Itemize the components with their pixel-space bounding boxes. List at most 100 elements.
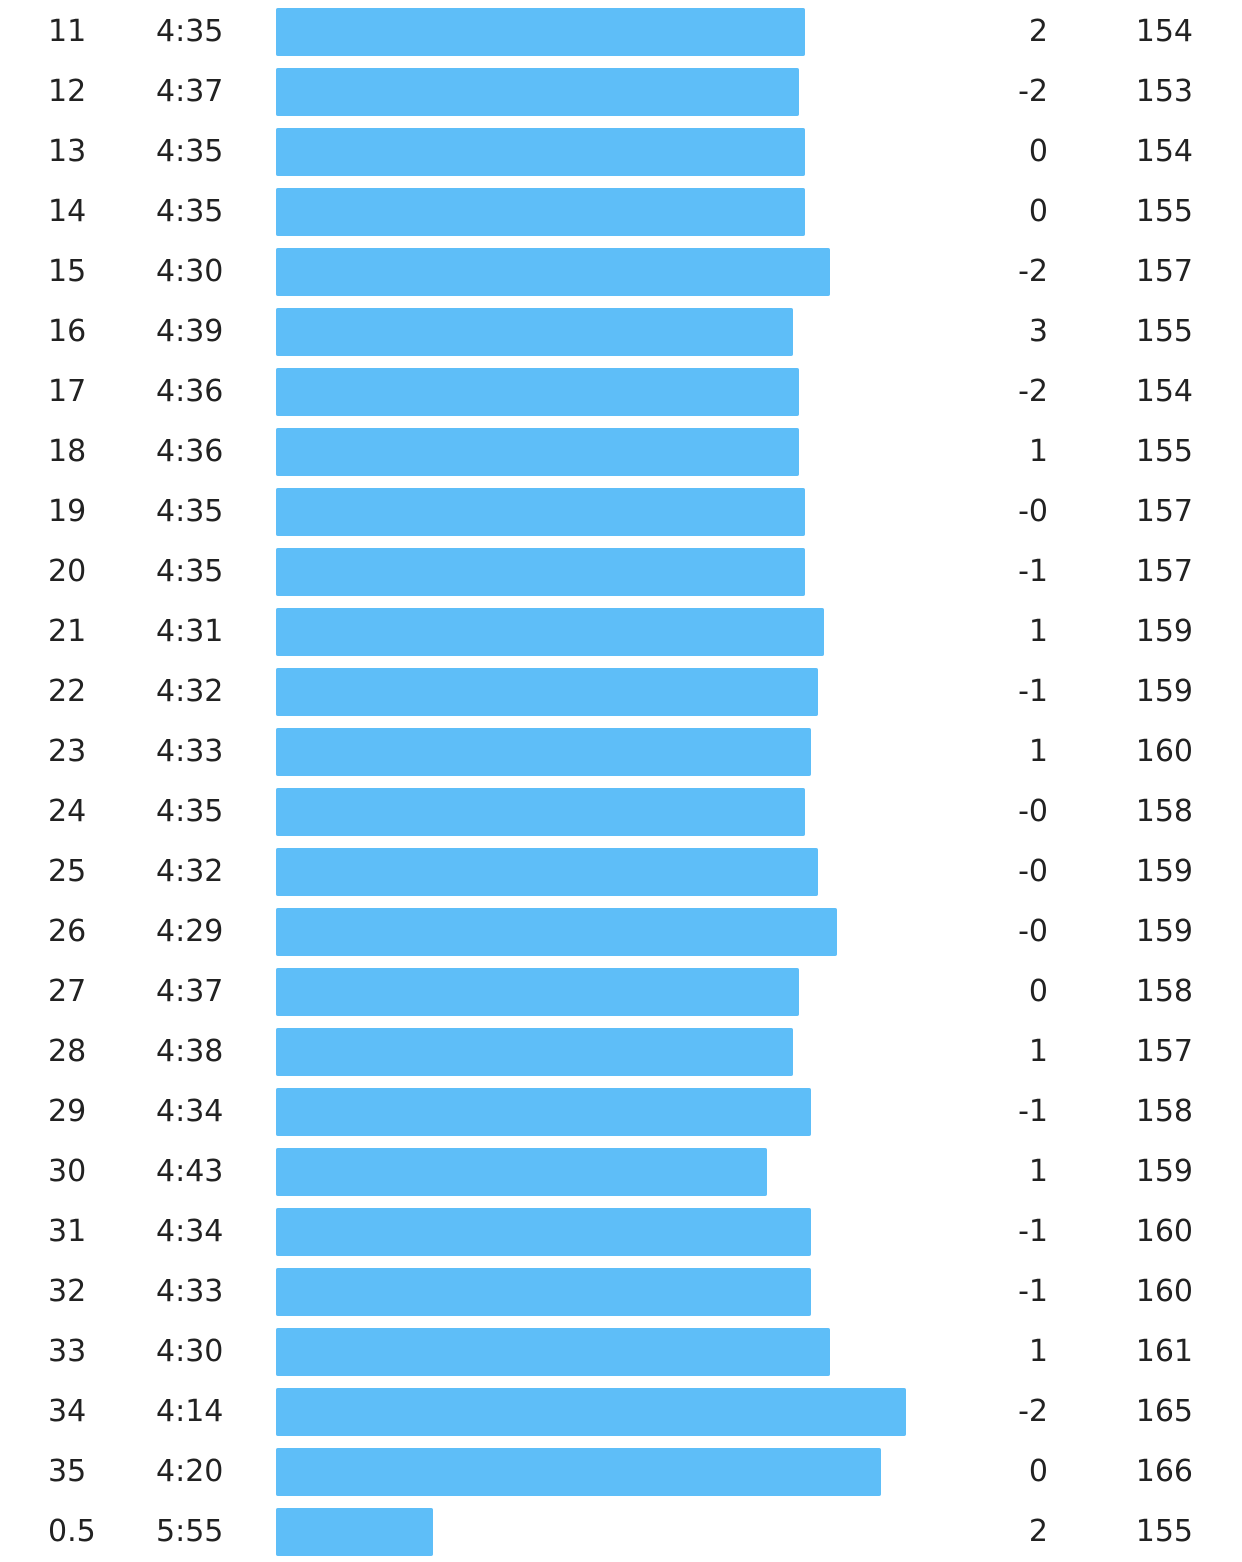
split-row[interactable]: 22 4:32 -1 159 — [0, 662, 1242, 722]
pace-bar — [276, 8, 805, 56]
split-elevation: -1 — [1018, 1274, 1048, 1309]
split-km: 18 — [48, 434, 87, 469]
pace-bar-track — [276, 728, 906, 776]
pace-bar-track — [276, 788, 906, 836]
split-row[interactable]: 35 4:20 0 166 — [0, 1442, 1242, 1502]
split-row[interactable]: 32 4:33 -1 160 — [0, 1262, 1242, 1322]
split-pace: 4:35 — [156, 554, 224, 589]
pace-bar-track — [276, 1268, 906, 1316]
split-elevation: -2 — [1018, 254, 1048, 289]
pace-bar — [276, 728, 811, 776]
pace-bar-track — [276, 1148, 906, 1196]
split-row[interactable]: 29 4:34 -1 158 — [0, 1082, 1242, 1142]
pace-bar — [276, 848, 818, 896]
split-elevation: 1 — [1028, 1034, 1048, 1069]
split-km: 20 — [48, 554, 87, 589]
split-row[interactable]: 0.5 5:55 2 155 — [0, 1502, 1242, 1562]
split-row[interactable]: 14 4:35 0 155 — [0, 182, 1242, 242]
pace-bar-track — [276, 1088, 906, 1136]
pace-bar-track — [276, 1508, 906, 1556]
split-heart-rate: 159 — [1135, 614, 1193, 649]
split-elevation: 1 — [1028, 1334, 1048, 1369]
split-km: 30 — [48, 1154, 87, 1189]
split-km: 19 — [48, 494, 87, 529]
split-row[interactable]: 25 4:32 -0 159 — [0, 842, 1242, 902]
split-row[interactable]: 16 4:39 3 155 — [0, 302, 1242, 362]
split-row[interactable]: 19 4:35 -0 157 — [0, 482, 1242, 542]
split-elevation: -2 — [1018, 374, 1048, 409]
split-row[interactable]: 30 4:43 1 159 — [0, 1142, 1242, 1202]
split-pace: 4:32 — [156, 674, 224, 709]
split-elevation: 0 — [1028, 194, 1048, 229]
split-row[interactable]: 34 4:14 -2 165 — [0, 1382, 1242, 1442]
split-row[interactable]: 20 4:35 -1 157 — [0, 542, 1242, 602]
split-elevation: 1 — [1028, 734, 1048, 769]
pace-bar — [276, 1448, 881, 1496]
split-row[interactable]: 21 4:31 1 159 — [0, 602, 1242, 662]
split-row[interactable]: 24 4:35 -0 158 — [0, 782, 1242, 842]
split-km: 26 — [48, 914, 87, 949]
pace-bar — [276, 608, 825, 656]
pace-bar — [276, 1508, 433, 1556]
split-elevation: -0 — [1018, 854, 1048, 889]
split-heart-rate: 160 — [1135, 1274, 1193, 1309]
split-km: 12 — [48, 74, 87, 109]
split-row[interactable]: 13 4:35 0 154 — [0, 122, 1242, 182]
split-heart-rate: 159 — [1135, 1154, 1193, 1189]
split-km: 23 — [48, 734, 87, 769]
split-pace: 4:34 — [156, 1094, 224, 1129]
split-km: 32 — [48, 1274, 87, 1309]
split-heart-rate: 158 — [1135, 794, 1193, 829]
split-elevation: -0 — [1018, 914, 1048, 949]
split-km: 31 — [48, 1214, 87, 1249]
pace-bar — [276, 1268, 811, 1316]
split-pace: 4:30 — [156, 1334, 224, 1369]
split-row[interactable]: 12 4:37 -2 153 — [0, 62, 1242, 122]
split-row[interactable]: 15 4:30 -2 157 — [0, 242, 1242, 302]
pace-bar-track — [276, 8, 906, 56]
split-km: 29 — [48, 1094, 87, 1129]
pace-bar — [276, 248, 830, 296]
split-elevation: 1 — [1028, 434, 1048, 469]
split-row[interactable]: 33 4:30 1 161 — [0, 1322, 1242, 1382]
pace-bar — [276, 128, 805, 176]
split-row[interactable]: 18 4:36 1 155 — [0, 422, 1242, 482]
pace-bar-track — [276, 428, 906, 476]
split-pace: 4:39 — [156, 314, 224, 349]
split-elevation: -1 — [1018, 554, 1048, 589]
pace-bar-track — [276, 608, 906, 656]
pace-bar — [276, 488, 805, 536]
split-row[interactable]: 31 4:34 -1 160 — [0, 1202, 1242, 1262]
split-heart-rate: 158 — [1135, 974, 1193, 1009]
pace-bar — [276, 968, 799, 1016]
pace-bar — [276, 1028, 793, 1076]
split-row[interactable]: 28 4:38 1 157 — [0, 1022, 1242, 1082]
pace-bar-track — [276, 668, 906, 716]
split-row[interactable]: 27 4:37 0 158 — [0, 962, 1242, 1022]
split-row[interactable]: 17 4:36 -2 154 — [0, 362, 1242, 422]
split-pace: 4:35 — [156, 494, 224, 529]
split-elevation: -1 — [1018, 674, 1048, 709]
pace-bar — [276, 908, 837, 956]
split-km: 16 — [48, 314, 87, 349]
split-km: 25 — [48, 854, 87, 889]
split-km: 34 — [48, 1394, 87, 1429]
split-elevation: 3 — [1028, 314, 1048, 349]
split-heart-rate: 158 — [1135, 1094, 1193, 1129]
split-elevation: -1 — [1018, 1214, 1048, 1249]
split-heart-rate: 154 — [1135, 134, 1193, 169]
pace-bar — [276, 788, 805, 836]
pace-bar — [276, 368, 799, 416]
split-row[interactable]: 11 4:35 2 154 — [0, 2, 1242, 62]
split-pace: 5:55 — [156, 1514, 224, 1549]
split-pace: 4:14 — [156, 1394, 224, 1429]
pace-bar-track — [276, 488, 906, 536]
pace-bar — [276, 1328, 830, 1376]
split-row[interactable]: 23 4:33 1 160 — [0, 722, 1242, 782]
split-elevation: -2 — [1018, 1394, 1048, 1429]
split-pace: 4:43 — [156, 1154, 224, 1189]
split-heart-rate: 154 — [1135, 14, 1193, 49]
pace-bar-track — [276, 1208, 906, 1256]
pace-bar — [276, 1088, 811, 1136]
split-row[interactable]: 26 4:29 -0 159 — [0, 902, 1242, 962]
